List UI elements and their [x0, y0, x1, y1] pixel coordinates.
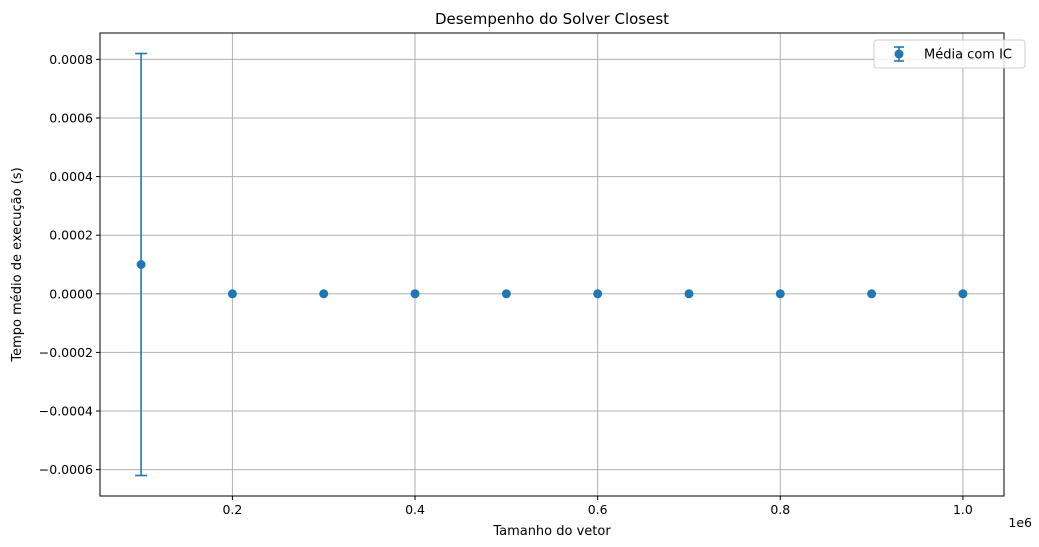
x-axis-offset-text: 1e6: [1008, 515, 1032, 530]
data-point: [593, 289, 603, 299]
x-tick-label: 1.0: [953, 502, 973, 517]
x-axis-label: Tamanho do vetor: [492, 524, 611, 539]
y-tick-label: 0.0008: [49, 52, 93, 67]
data-point: [958, 289, 968, 299]
x-tick-label: 0.6: [588, 502, 608, 517]
legend-label: Média com IC: [924, 48, 1012, 63]
grid: [100, 33, 1004, 496]
plot-data: [135, 52, 968, 477]
data-point: [684, 289, 694, 299]
y-tick-label: −0.0002: [39, 345, 93, 360]
plot-frame: [99, 32, 1005, 497]
y-tick-label: 0.0004: [49, 169, 93, 184]
legend-marker-icon: [894, 46, 904, 62]
x-tick-label: 0.2: [222, 502, 242, 517]
data-point: [136, 260, 146, 269]
legend: Média com IC: [873, 39, 1026, 69]
legend-box: [873, 39, 1026, 69]
chart-title: Desempenho do Solver Closest: [435, 10, 669, 28]
axis-ticks: 0.2 0.4 0.6 0.8 1.0 −0.0006 −0.0004 −0.0002 0.00…: [39, 52, 973, 517]
y-axis-label: Tempo médio de execução (s): [10, 167, 25, 362]
y-tick-label: −0.0006: [39, 462, 93, 477]
y-tick-label: −0.0004: [39, 404, 93, 419]
data-point: [501, 289, 511, 299]
y-tick-label: 0.0000: [49, 286, 93, 301]
data-point: [319, 289, 329, 299]
y-tick-label: 0.0006: [49, 110, 93, 125]
legend-dot: [894, 49, 904, 59]
data-point: [775, 289, 785, 299]
x-tick-label: 0.4: [405, 502, 425, 517]
y-tick-label: 0.0002: [49, 228, 93, 243]
data-point: [867, 289, 877, 299]
data-point: [227, 289, 237, 299]
x-tick-label: 0.8: [770, 502, 790, 517]
data-point: [410, 289, 420, 299]
